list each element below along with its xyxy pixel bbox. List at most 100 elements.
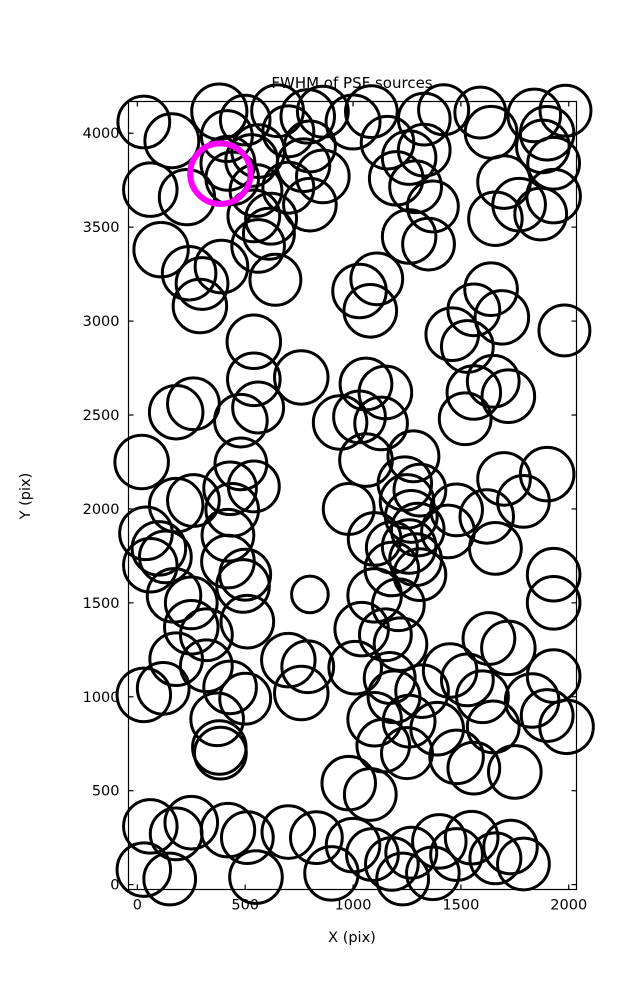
psf-source-circle <box>174 256 230 311</box>
psf-source-circle <box>311 394 369 451</box>
psf-source-circle <box>386 429 441 484</box>
psf-source-circle <box>226 459 281 514</box>
psf-source-circle <box>295 84 350 139</box>
psf-source-circle <box>148 631 204 688</box>
psf-source-circle <box>437 391 493 447</box>
psf-source-circle <box>468 831 523 886</box>
x-tick-label: 0 <box>133 898 142 914</box>
psf-source-circle <box>282 176 338 233</box>
psf-source-circle <box>115 841 173 898</box>
psf-source-circle <box>273 664 330 722</box>
y-tick-label: 1000 <box>83 690 120 706</box>
psf-source-circle <box>428 728 485 786</box>
y-tick-label: 2500 <box>83 408 120 424</box>
psf-source-circle <box>115 666 173 724</box>
psf-source-circle <box>303 845 360 902</box>
psf-source-circle <box>218 671 273 726</box>
psf-source-circle <box>513 186 569 242</box>
psf-source-circle <box>273 349 330 406</box>
psf-source-circle <box>241 206 296 261</box>
psf-source-circle <box>202 659 258 716</box>
psf-source-circle <box>122 537 179 594</box>
psf-source-circle <box>280 639 336 695</box>
psf-source-circle <box>346 567 403 624</box>
psf-source-circle <box>218 93 272 147</box>
psf-source-circle <box>260 631 317 689</box>
plot-title: FWHM of PSF sources <box>271 74 432 92</box>
highlighted-source-marker <box>187 140 254 207</box>
psf-source-circle <box>132 221 190 279</box>
psf-source-circle <box>525 575 582 631</box>
psf-source-circle <box>476 451 532 507</box>
psf-source-circle <box>389 501 446 558</box>
psf-source-circle <box>455 669 510 725</box>
psf-source-circle <box>446 282 502 338</box>
psf-source-circle <box>525 546 582 603</box>
psf-source-circle <box>204 150 261 207</box>
psf-source-circle <box>388 159 443 215</box>
psf-source-circle <box>178 638 234 694</box>
psf-source-circle <box>226 188 282 244</box>
psf-source-circle <box>225 313 283 370</box>
psf-source-circle <box>228 163 284 218</box>
y-tick-label: 500 <box>92 784 120 800</box>
y-tick-label: 3500 <box>83 220 120 236</box>
psf-source-circle <box>160 244 218 302</box>
psf-source-circle <box>163 794 220 851</box>
psf-source-circle <box>166 473 221 528</box>
psf-source-circle <box>163 575 219 631</box>
psf-source-circle <box>142 851 198 907</box>
y-tick-label: 3000 <box>83 314 120 330</box>
psf-source-circle <box>295 148 351 205</box>
psf-source-circle <box>405 179 460 234</box>
psf-source-circle <box>171 277 229 335</box>
psf-source-circle <box>480 619 537 677</box>
psf-source-circle <box>342 767 398 822</box>
psf-source-circle <box>342 282 399 339</box>
psf-source-circle <box>519 688 575 743</box>
psf-source-circle <box>518 445 576 503</box>
psf-source-circle <box>526 135 582 191</box>
psf-source-circle <box>143 112 201 170</box>
psf-source-circle <box>231 380 286 435</box>
psf-source-circle <box>122 798 179 855</box>
psf-source-circle <box>394 663 450 719</box>
y-tick-label: 1500 <box>83 596 120 612</box>
psf-source-circle <box>213 392 269 449</box>
psf-source-circle <box>506 87 563 144</box>
x-tick-label: 2000 <box>550 898 587 914</box>
psf-source-circle <box>353 395 409 452</box>
psf-source-circle <box>537 303 592 358</box>
psf-source-circle <box>463 261 519 317</box>
y-tick-label: 4000 <box>83 126 120 142</box>
highlighted-psf-source-circle <box>187 140 254 207</box>
psf-source-circle <box>468 521 523 576</box>
psf-source-circle <box>487 744 543 800</box>
psf-source-circle <box>215 558 271 614</box>
psf-source-circle <box>189 691 245 748</box>
psf-source-circle <box>473 289 531 346</box>
psf-source-circle <box>193 725 248 781</box>
psf-source-circle <box>178 607 234 663</box>
psf-source-circle <box>538 83 593 138</box>
psf-source-circle <box>248 252 303 307</box>
psf-source-circle <box>333 600 390 658</box>
psf-source-circle <box>260 804 317 860</box>
psf-source-circle <box>458 488 516 545</box>
psf-source-circle <box>200 507 256 563</box>
psf-source-circle <box>465 353 521 409</box>
psf-source-circle <box>230 218 286 274</box>
psf-source-circle <box>261 160 316 215</box>
psf-source-circle <box>405 845 461 902</box>
psf-source-circle <box>482 818 539 876</box>
psf-source-circle <box>290 574 330 615</box>
psf-source-circle <box>226 351 282 408</box>
psf-source-circle <box>135 660 191 716</box>
psf-source-circle <box>228 849 284 905</box>
psf-source-circle <box>244 191 299 246</box>
psf-source-circle <box>496 474 551 529</box>
psf-source-circle <box>525 167 582 225</box>
psf-source-circle <box>411 813 468 870</box>
